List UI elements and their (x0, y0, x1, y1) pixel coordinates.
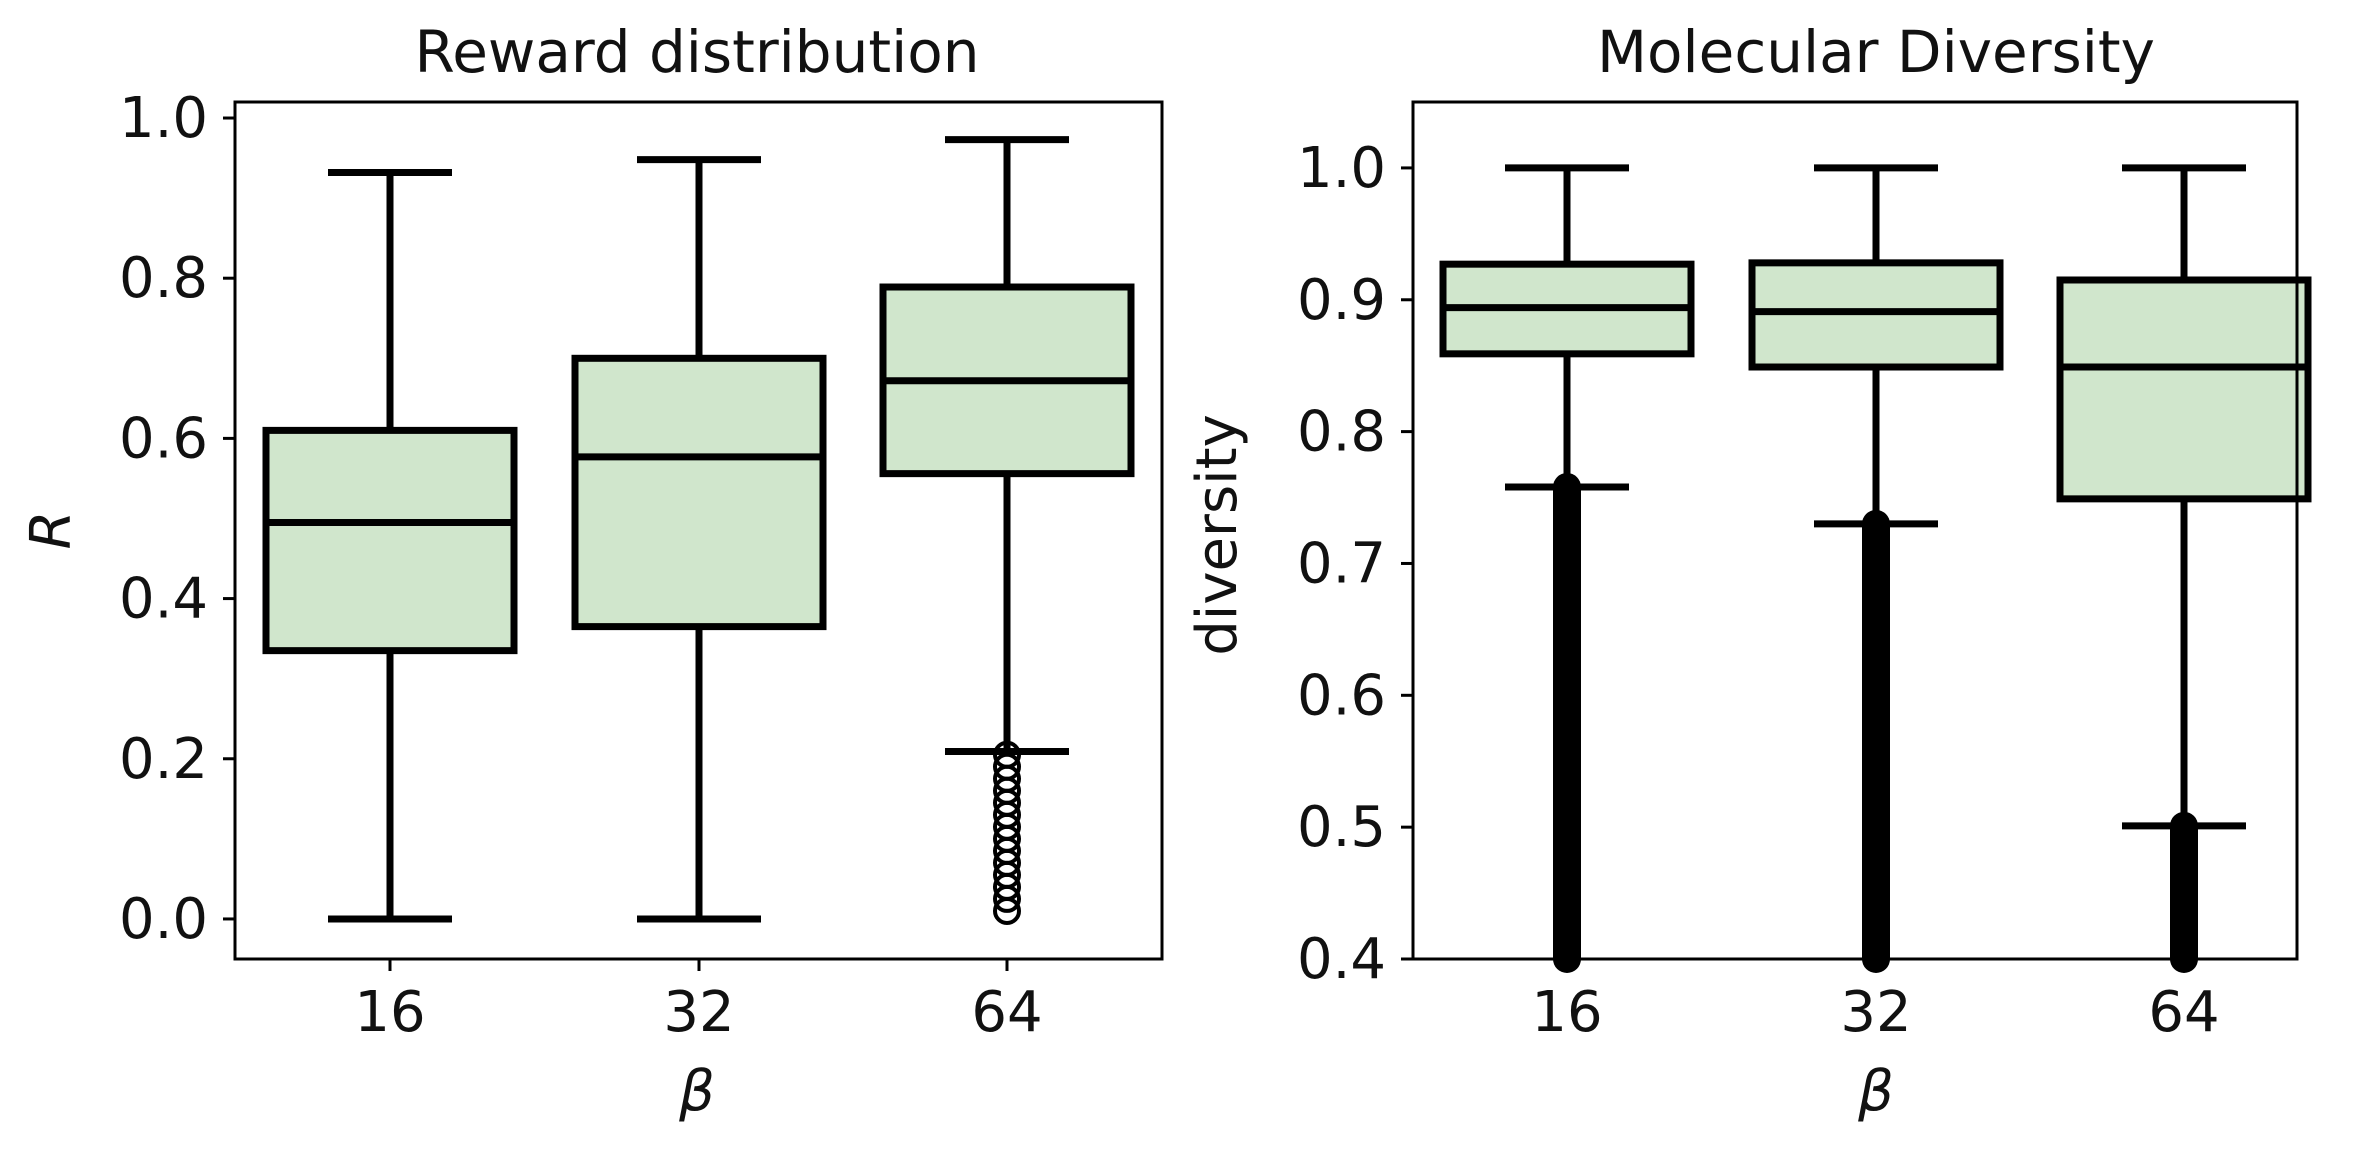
iqr-box (262, 426, 518, 655)
plot-frame (1411, 100, 2299, 961)
y-tick-label: 0.2 (119, 727, 208, 792)
box-32 (571, 156, 827, 923)
x-tick-label: 32 (1840, 980, 1911, 1045)
y-tick-label: 1.0 (1297, 136, 1386, 201)
box-64 (879, 136, 1135, 925)
box-32 (1748, 164, 2004, 973)
boxes-layer (262, 136, 1135, 925)
iqr-box (571, 354, 827, 631)
x-tick-label: 16 (354, 980, 425, 1045)
iqr-box (2056, 276, 2312, 503)
x-tick-label: 64 (2148, 980, 2219, 1045)
boxes-layer (1439, 164, 2312, 973)
x-tick-label: 16 (1531, 980, 1602, 1045)
y-tick-label: 0.9 (1297, 268, 1386, 333)
box-16 (262, 168, 518, 923)
x-axis-ticks: 16 32 64 (354, 959, 1043, 1045)
outlier-point (993, 884, 1021, 913)
y-tick-label: 1.0 (119, 86, 208, 151)
y-tick-label: 0.4 (1297, 927, 1386, 992)
outlier-point (993, 896, 1021, 925)
chart-title: Reward distribution (415, 18, 980, 86)
chart-title: Molecular Diversity (1597, 18, 2155, 86)
y-tick-label: 0.6 (119, 406, 208, 471)
y-axis-ticks: 0.4 0.5 0.6 0.7 0.8 0.9 1.0 (1297, 136, 1413, 992)
y-tick-label: 0.0 (119, 887, 208, 952)
x-axis-label: β (678, 1059, 715, 1124)
y-tick-label: 0.6 (1297, 663, 1386, 728)
y-tick-label: 0.8 (1297, 400, 1386, 465)
panel-diversity: Molecular Diversity 0.4 0.5 0.6 0.7 0.8 0.9 1.… (1185, 18, 2312, 1124)
panel-reward: Reward distribution 0.0 0.2 0.4 0.6 0.8 1.0 1… (19, 18, 1164, 1124)
box-64 (2056, 164, 2312, 973)
y-axis-ticks: 0.0 0.2 0.4 0.6 0.8 1.0 (119, 86, 235, 952)
y-axis-label: diversity (1185, 414, 1250, 656)
x-axis-ticks: 16 32 64 (1531, 959, 2220, 1045)
x-tick-label: 32 (663, 980, 734, 1045)
y-tick-label: 0.4 (119, 567, 208, 632)
y-axis-label: R (19, 511, 84, 550)
y-tick-label: 0.8 (119, 246, 208, 311)
x-axis-label: β (1857, 1059, 1894, 1124)
y-tick-label: 0.7 (1297, 531, 1386, 596)
box-16 (1439, 164, 1695, 973)
x-tick-label: 64 (971, 980, 1042, 1045)
y-tick-label: 0.5 (1297, 795, 1386, 860)
